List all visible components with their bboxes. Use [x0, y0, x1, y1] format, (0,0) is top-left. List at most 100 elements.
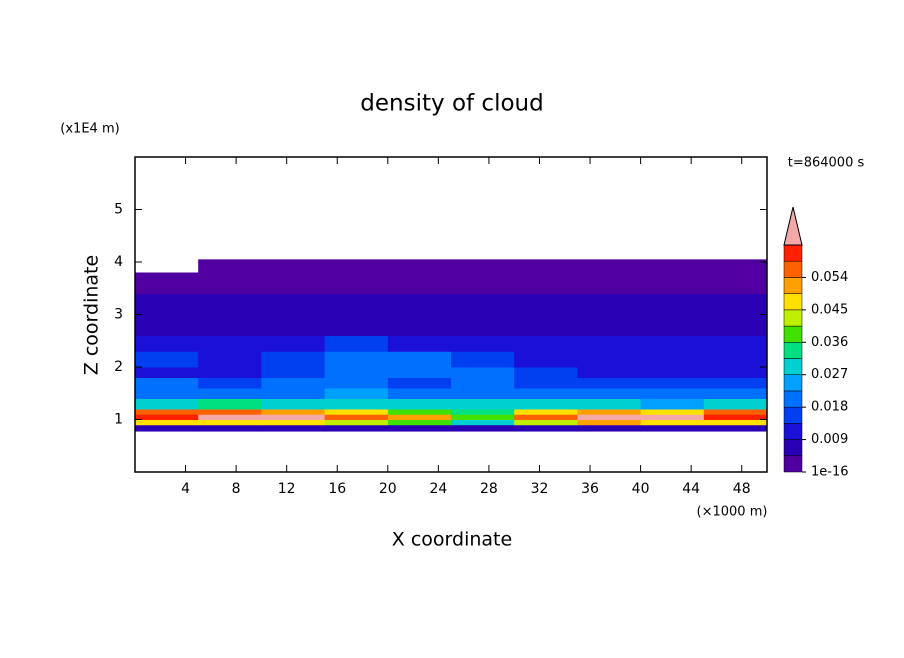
- field-cell: [261, 367, 326, 378]
- field-cell: [324, 335, 389, 352]
- field-cell: [324, 367, 389, 378]
- field-cell: [198, 351, 262, 368]
- colorbar-extend: [783, 206, 803, 246]
- colorbar-tick-label: 0.018: [811, 400, 848, 415]
- colorbar-band: [783, 439, 803, 457]
- field-cell: [577, 424, 642, 432]
- field-cell: [640, 272, 705, 294]
- x-tick-label: 24: [429, 481, 447, 497]
- field-cell: [703, 367, 768, 378]
- field-cell: [135, 314, 199, 336]
- field-cell: [135, 409, 199, 415]
- field-cell: [451, 398, 515, 410]
- field-cell: [577, 409, 642, 415]
- field-cell: [577, 259, 642, 273]
- colorbar-band: [783, 390, 803, 408]
- field-cell: [577, 335, 642, 352]
- field-cell: [577, 293, 642, 315]
- field-cell: [198, 335, 262, 352]
- field-cell: [703, 398, 768, 410]
- colorbar-tick-label: 0.027: [811, 367, 848, 382]
- field-cell: [198, 414, 262, 420]
- field-cell: [514, 335, 578, 352]
- field-cell: [640, 335, 705, 352]
- field-cell: [703, 409, 768, 415]
- colorbar-band: [783, 293, 803, 311]
- field-cell: [640, 388, 705, 399]
- y-tick-label: 5: [114, 202, 123, 218]
- field-cell: [451, 367, 515, 378]
- field-cell: [577, 414, 642, 420]
- field-cell: [640, 414, 705, 420]
- field-cell: [261, 377, 326, 389]
- field-cell: [261, 409, 326, 415]
- x-tick-label: 40: [632, 481, 650, 497]
- field-cell: [703, 272, 768, 294]
- field-cell: [324, 272, 389, 294]
- field-cell: [387, 419, 452, 426]
- field-cell: [577, 377, 642, 389]
- field-cell: [451, 259, 515, 273]
- y-axis-label: Z coordinate: [81, 255, 103, 375]
- field-cell: [324, 409, 389, 415]
- field-cell: [198, 259, 262, 273]
- colorbar-tick-label: 1e-16: [811, 465, 849, 480]
- field-cell: [387, 351, 452, 368]
- field-cell: [261, 424, 326, 432]
- field-cell: [514, 314, 578, 336]
- field-cell: [640, 377, 705, 389]
- field-cell: [451, 419, 515, 426]
- x-unit: (×1000 m): [697, 505, 768, 520]
- field-cell: [198, 409, 262, 415]
- field-cell: [324, 351, 389, 368]
- field-cell: [261, 272, 326, 294]
- field-cell: [324, 424, 389, 432]
- field-cell: [135, 272, 199, 294]
- field-cell: [198, 419, 262, 426]
- x-tick-label: 16: [328, 481, 346, 497]
- field-cell: [514, 419, 578, 426]
- colorbar-band: [783, 309, 803, 327]
- field-cell: [640, 259, 705, 273]
- field-cell: [703, 314, 768, 336]
- x-tick-label: 48: [733, 481, 751, 497]
- field-cell: [135, 377, 199, 389]
- chart-title: density of cloud: [360, 91, 543, 117]
- colorbar-band: [783, 406, 803, 424]
- field-cell: [514, 259, 578, 273]
- field-cell: [703, 259, 768, 273]
- field-cell: [640, 419, 705, 426]
- field-cell: [324, 398, 389, 410]
- colorbar-tick-label: 0.036: [811, 335, 848, 350]
- field-cell: [703, 424, 768, 432]
- field-cell: [261, 293, 326, 315]
- x-tick-label: 8: [232, 481, 241, 497]
- field-cell: [198, 272, 262, 294]
- field-cell: [198, 367, 262, 378]
- field-cell: [387, 388, 452, 399]
- field-cell: [514, 414, 578, 420]
- y-tick-label: 2: [114, 359, 123, 375]
- field-cell: [514, 272, 578, 294]
- field-cell: [703, 414, 768, 420]
- colorbar-band: [783, 325, 803, 343]
- field-cell: [451, 335, 515, 352]
- field-cell: [577, 367, 642, 378]
- field-cell: [703, 377, 768, 389]
- x-tick-label: 4: [181, 481, 190, 497]
- field-cell: [324, 388, 389, 399]
- colorbar-tick-label: 0.045: [811, 302, 848, 317]
- field-cell: [387, 259, 452, 273]
- field-cell: [387, 409, 452, 415]
- colorbar-band: [783, 244, 803, 262]
- field-cell: [451, 409, 515, 415]
- x-axis-label: X coordinate: [392, 529, 512, 551]
- field-cell: [198, 293, 262, 315]
- field-cell: [703, 293, 768, 315]
- field-cell: [577, 388, 642, 399]
- field-cell: [261, 398, 326, 410]
- field-cell: [640, 293, 705, 315]
- field-cell: [387, 335, 452, 352]
